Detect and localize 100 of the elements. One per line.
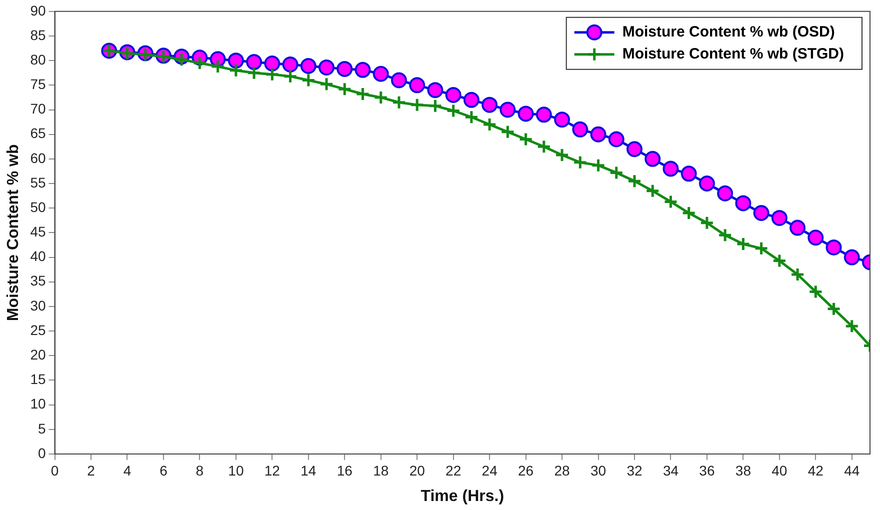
point: [354, 62, 371, 78]
point: [536, 139, 552, 154]
point: [645, 184, 660, 198]
point: [609, 165, 624, 180]
point: [463, 92, 480, 108]
y-tick-label: 50: [30, 198, 46, 215]
point: [372, 66, 389, 82]
x-tick-label: 26: [518, 462, 534, 478]
point: [700, 216, 714, 230]
point: [627, 174, 642, 188]
point: [735, 195, 752, 212]
x-tick-label: 44: [844, 462, 860, 478]
point: [717, 185, 734, 202]
x-tick-label: 12: [264, 462, 280, 478]
point: [844, 249, 860, 266]
point: [626, 141, 642, 158]
point: [228, 52, 244, 69]
x-tick-label: 22: [446, 462, 462, 478]
point: [228, 63, 244, 78]
point: [336, 60, 353, 77]
point: [283, 69, 298, 84]
y-tick-label: 75: [30, 76, 46, 92]
point: [753, 205, 770, 222]
point: [482, 96, 498, 113]
x-tick-label: 42: [808, 462, 824, 478]
y-tick-label: 70: [30, 100, 46, 117]
point: [300, 58, 316, 74]
y-tick-label: 40: [30, 248, 46, 264]
point: [590, 126, 606, 142]
y-tick-label: 10: [30, 396, 46, 412]
point: [210, 59, 226, 74]
x-tick-label: 20: [409, 462, 426, 478]
x-tick-label: 18: [373, 462, 389, 478]
point: [390, 72, 407, 88]
point: [464, 110, 479, 124]
point: [282, 56, 298, 73]
x-tick-label: 32: [626, 462, 642, 478]
x-tick-label: 40: [772, 462, 788, 478]
y-tick-label: 45: [30, 224, 46, 240]
x-tick-label: 10: [228, 462, 244, 478]
point: [518, 106, 534, 122]
point: [301, 73, 316, 88]
point: [790, 267, 805, 282]
y-tick-label: 20: [30, 346, 46, 363]
point: [680, 166, 697, 182]
point: [736, 236, 750, 252]
point: [826, 239, 842, 256]
point: [518, 132, 534, 147]
point: [808, 230, 824, 246]
point: [826, 302, 842, 316]
x-tick-label: 38: [735, 462, 752, 478]
y-axis-title: Moisture Content % wb: [5, 144, 22, 322]
point: [446, 103, 461, 118]
point: [500, 124, 515, 140]
point: [500, 102, 516, 118]
point: [662, 160, 679, 177]
y-tick-label: 55: [30, 174, 46, 190]
x-tick-label: 14: [300, 462, 316, 478]
point: [772, 253, 787, 268]
x-tick-label: 30: [590, 462, 606, 478]
point: [264, 56, 280, 72]
point: [392, 95, 406, 110]
point: [790, 220, 806, 236]
x-tick-label: 8: [196, 462, 204, 478]
y-tick-label: 35: [30, 272, 46, 289]
x-tick-label: 16: [336, 462, 353, 478]
y-tick-label: 90: [30, 2, 46, 18]
x-tick-label: 24: [482, 462, 498, 478]
x-axis-title: Time (Hrs.): [420, 488, 504, 505]
x-tick-label: 28: [554, 462, 570, 478]
point: [264, 67, 280, 82]
y-tick-label: 5: [38, 420, 46, 436]
point: [409, 77, 426, 94]
point: [718, 228, 732, 242]
point: [682, 206, 696, 220]
point: [536, 106, 552, 123]
legend-label: Moisture Content % wb (STGD): [622, 46, 844, 63]
point: [246, 54, 262, 70]
point: [591, 158, 606, 173]
point: [554, 112, 570, 128]
y-tick-label: 15: [30, 371, 46, 388]
point: [355, 86, 370, 102]
x-tick-label: 6: [160, 462, 168, 478]
point: [808, 284, 823, 299]
x-tick-label: 34: [662, 462, 679, 478]
x-tick-label: 4: [123, 462, 132, 478]
point: [319, 76, 334, 92]
point: [554, 148, 570, 162]
point: [754, 241, 769, 256]
point: [445, 87, 462, 103]
point: [771, 210, 788, 226]
point: [698, 176, 715, 192]
point: [318, 59, 335, 76]
point: [572, 155, 588, 170]
point: [663, 194, 678, 209]
y-tick-label: 80: [30, 51, 46, 68]
y-tick-label: 0: [38, 444, 46, 461]
point: [428, 98, 442, 114]
point: [608, 131, 624, 148]
point: [644, 150, 661, 167]
